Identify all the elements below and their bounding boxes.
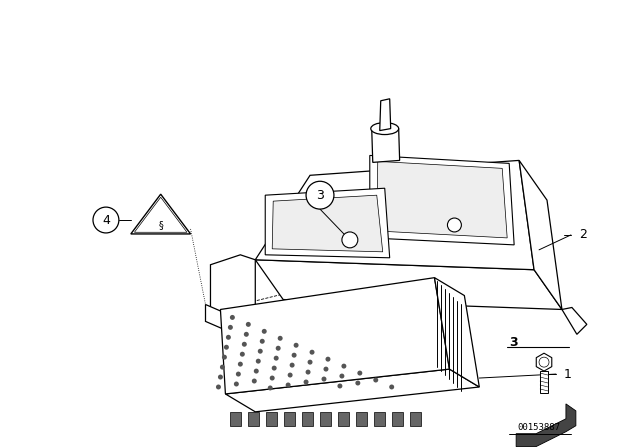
Circle shape: [326, 357, 330, 362]
Circle shape: [303, 379, 308, 384]
Circle shape: [290, 362, 294, 368]
Polygon shape: [562, 307, 587, 334]
Circle shape: [262, 329, 267, 334]
Circle shape: [389, 384, 394, 389]
Polygon shape: [134, 197, 187, 232]
Polygon shape: [205, 305, 236, 334]
Polygon shape: [519, 160, 562, 310]
Circle shape: [306, 181, 334, 209]
Polygon shape: [370, 155, 514, 245]
Circle shape: [244, 332, 249, 337]
Bar: [410, 412, 420, 426]
Text: 3: 3: [316, 189, 324, 202]
Polygon shape: [272, 195, 383, 252]
Circle shape: [287, 373, 292, 378]
Bar: [374, 412, 385, 426]
Circle shape: [240, 352, 245, 357]
Polygon shape: [372, 129, 399, 162]
Circle shape: [256, 359, 260, 364]
Circle shape: [294, 343, 299, 348]
Circle shape: [222, 355, 227, 360]
Circle shape: [224, 345, 229, 350]
Text: 00153887: 00153887: [518, 423, 561, 432]
Bar: [338, 412, 349, 426]
Bar: [320, 412, 331, 426]
Circle shape: [218, 375, 223, 379]
Circle shape: [342, 232, 358, 248]
Bar: [230, 412, 241, 426]
Circle shape: [539, 357, 549, 367]
Circle shape: [254, 369, 259, 374]
Circle shape: [339, 374, 344, 379]
Circle shape: [238, 362, 243, 366]
Circle shape: [226, 335, 231, 340]
Text: 3: 3: [509, 336, 518, 349]
Circle shape: [230, 315, 235, 320]
Circle shape: [260, 339, 265, 344]
Circle shape: [234, 382, 239, 387]
Circle shape: [268, 385, 273, 391]
Ellipse shape: [371, 123, 399, 134]
Circle shape: [321, 377, 326, 382]
Text: 2: 2: [579, 228, 587, 241]
Bar: [392, 412, 403, 426]
Bar: [248, 412, 259, 426]
Circle shape: [337, 383, 342, 388]
Circle shape: [276, 346, 281, 351]
Circle shape: [341, 364, 346, 369]
Polygon shape: [131, 194, 191, 234]
Polygon shape: [377, 161, 507, 238]
Circle shape: [305, 370, 310, 375]
Circle shape: [355, 380, 360, 385]
Polygon shape: [380, 99, 390, 130]
Circle shape: [258, 349, 263, 353]
Circle shape: [292, 353, 296, 358]
Circle shape: [310, 350, 314, 355]
Circle shape: [236, 371, 241, 377]
Circle shape: [269, 375, 275, 380]
Circle shape: [274, 356, 278, 361]
Circle shape: [447, 218, 461, 232]
Polygon shape: [435, 278, 479, 387]
Bar: [266, 412, 277, 426]
Polygon shape: [220, 278, 449, 394]
Text: 4: 4: [102, 214, 110, 227]
Bar: [302, 412, 313, 426]
Polygon shape: [255, 160, 534, 270]
Polygon shape: [225, 369, 479, 412]
Circle shape: [278, 336, 283, 341]
Text: 1: 1: [564, 367, 572, 380]
Circle shape: [308, 360, 312, 365]
Circle shape: [228, 325, 233, 330]
Polygon shape: [265, 188, 390, 258]
Circle shape: [93, 207, 119, 233]
Circle shape: [285, 383, 291, 388]
Circle shape: [373, 378, 378, 383]
Circle shape: [220, 365, 225, 370]
Text: §: §: [158, 220, 163, 230]
Polygon shape: [516, 404, 532, 424]
Circle shape: [246, 322, 251, 327]
Polygon shape: [536, 353, 552, 371]
Polygon shape: [516, 404, 576, 447]
Circle shape: [272, 366, 276, 370]
Bar: [284, 412, 295, 426]
Circle shape: [242, 342, 247, 347]
Circle shape: [357, 370, 362, 375]
Circle shape: [323, 366, 328, 371]
Circle shape: [252, 379, 257, 383]
Bar: [356, 412, 367, 426]
Circle shape: [216, 384, 221, 389]
Polygon shape: [255, 260, 562, 310]
Polygon shape: [211, 255, 255, 324]
Bar: [540, 371, 548, 393]
